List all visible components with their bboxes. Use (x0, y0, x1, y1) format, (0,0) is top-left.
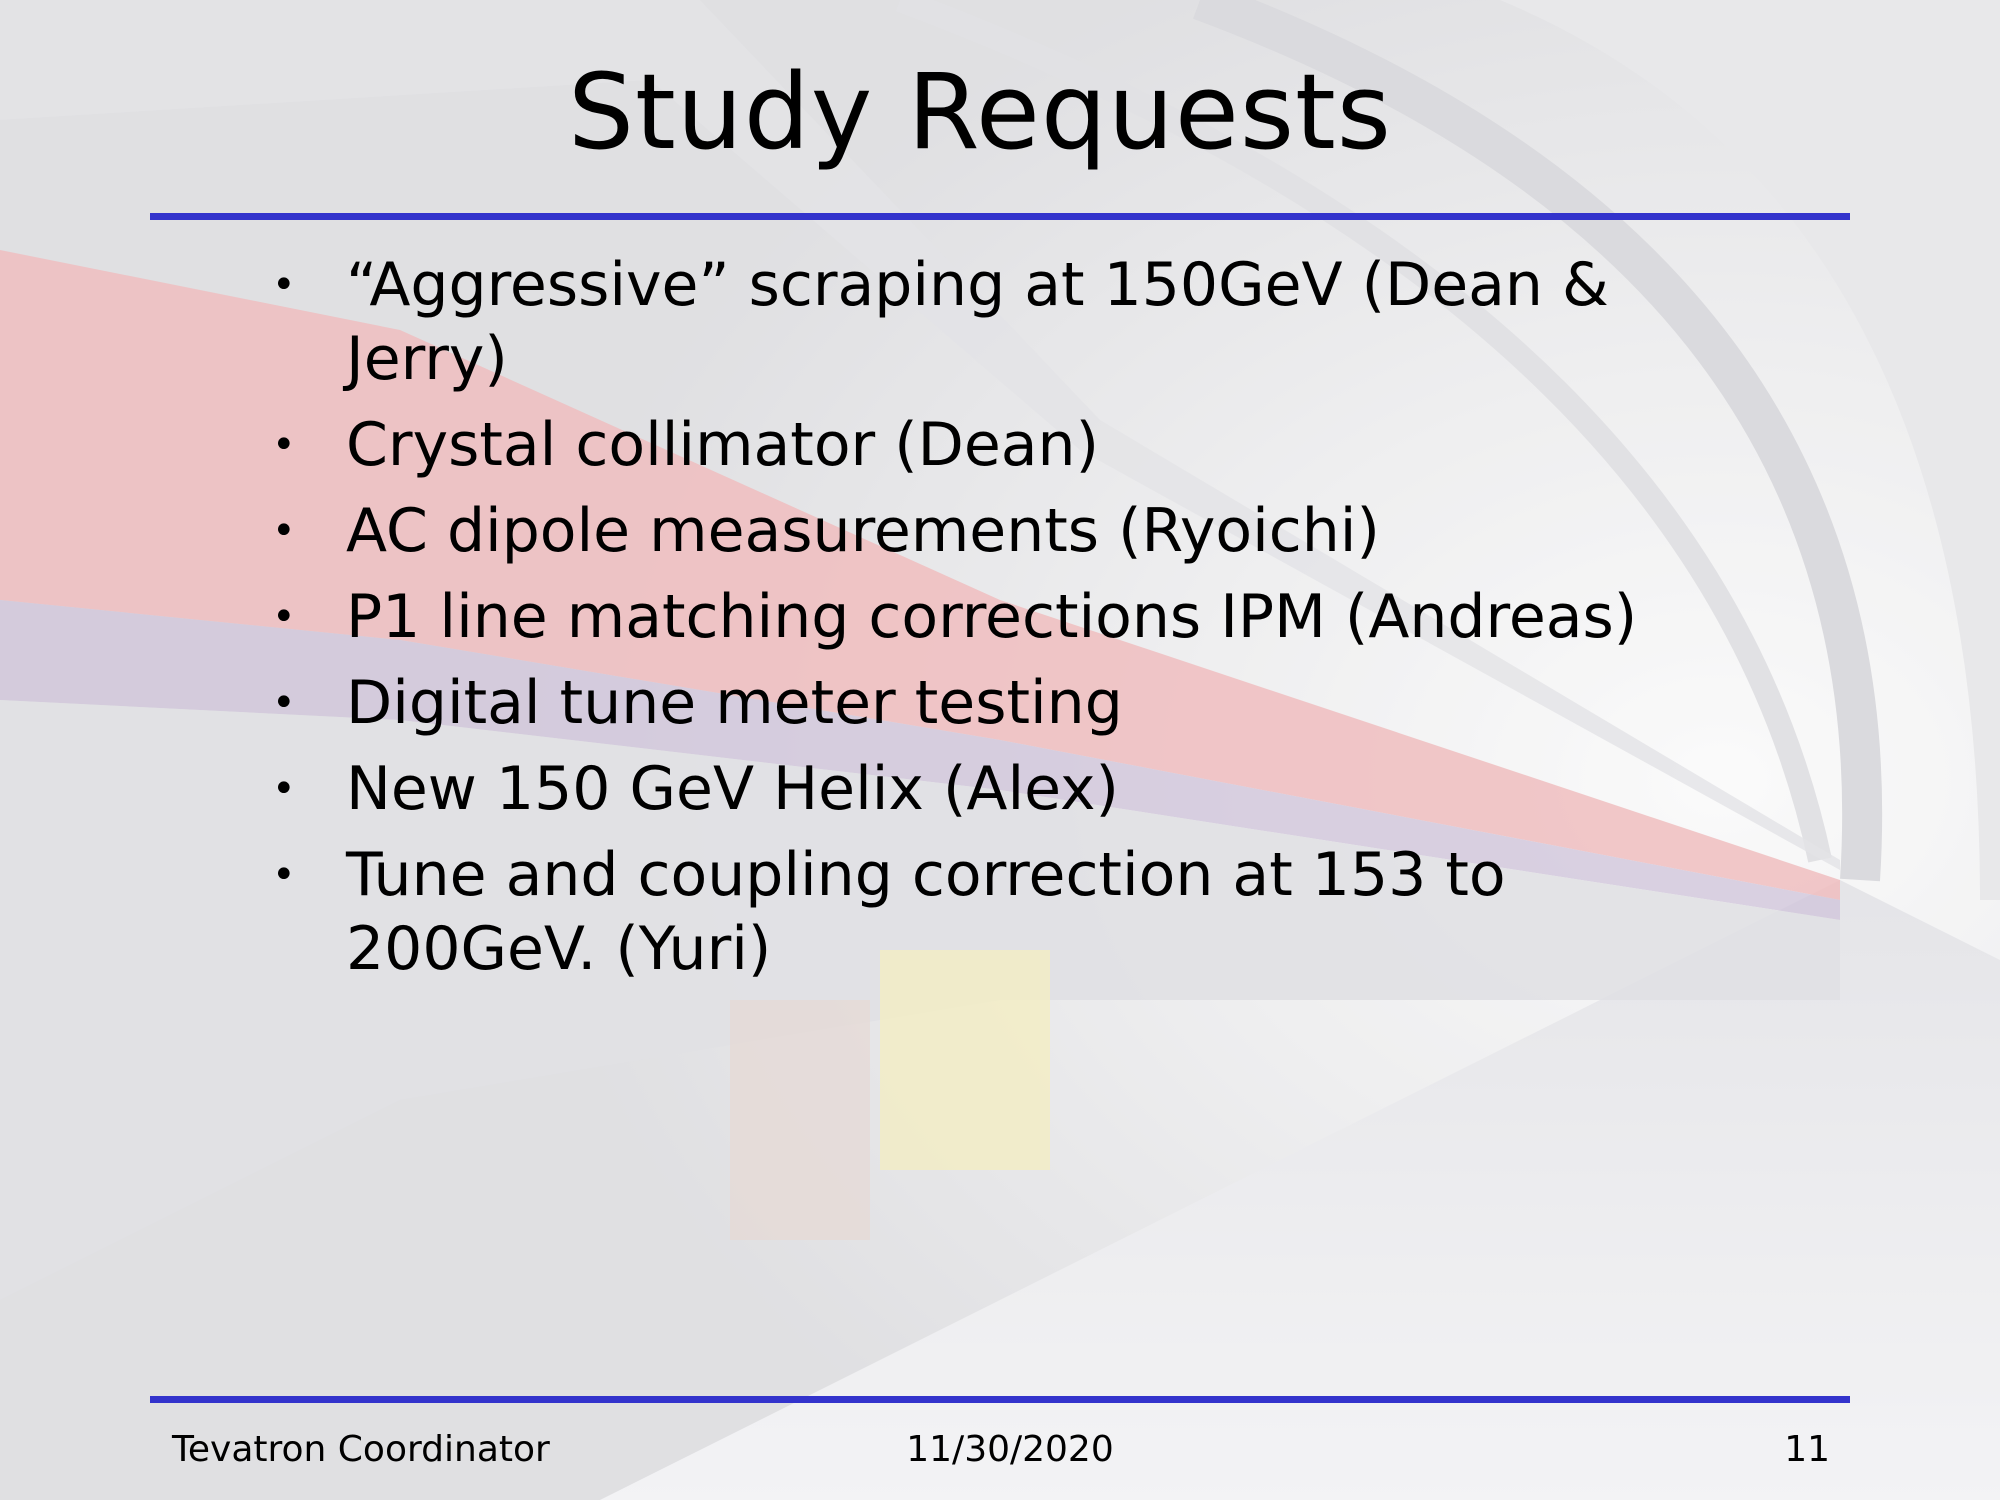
bullet-item: • “Aggressive” scraping at 150GeV (Dean &… (272, 248, 1772, 396)
footer-presenter: Tevatron Coordinator (172, 1429, 550, 1470)
bullet-text: New 150 GeV Helix (Alex) (346, 754, 1119, 824)
bullet-dot-icon: • (272, 262, 296, 308)
bullet-item: • AC dipole measurements (Ryoichi) (272, 494, 1772, 568)
bullet-text: “Aggressive” scraping at 150GeV (Dean & … (346, 250, 1609, 394)
footer-divider (150, 1396, 1850, 1403)
title-divider (150, 213, 1850, 220)
bullet-text: Crystal collimator (Dean) (346, 410, 1099, 480)
footer-date: 11/30/2020 (906, 1429, 1114, 1470)
bullet-item: • Digital tune meter testing (272, 666, 1772, 740)
bullet-text: Digital tune meter testing (346, 668, 1123, 738)
bullet-text: P1 line matching corrections IPM (Andrea… (346, 582, 1638, 652)
bullet-text: Tune and coupling correction at 153 to 2… (346, 840, 1506, 984)
bullet-item: • Tune and coupling correction at 153 to … (272, 838, 1772, 986)
bullet-dot-icon: • (272, 594, 296, 640)
bullet-dot-icon: • (272, 680, 296, 726)
bullet-dot-icon: • (272, 508, 296, 554)
bullet-dot-icon: • (272, 852, 296, 898)
bullet-text: AC dipole measurements (Ryoichi) (346, 496, 1380, 566)
bullet-list: • “Aggressive” scraping at 150GeV (Dean &… (272, 248, 1772, 998)
bullet-item: • Crystal collimator (Dean) (272, 408, 1772, 482)
bullet-dot-icon: • (272, 766, 296, 812)
bullet-item: • New 150 GeV Helix (Alex) (272, 752, 1772, 826)
bullet-item: • P1 line matching corrections IPM (Andre… (272, 580, 1772, 654)
slide-number: 11 (1784, 1429, 1830, 1470)
slide-title: Study Requests (568, 51, 1392, 173)
bullet-dot-icon: • (272, 422, 296, 468)
